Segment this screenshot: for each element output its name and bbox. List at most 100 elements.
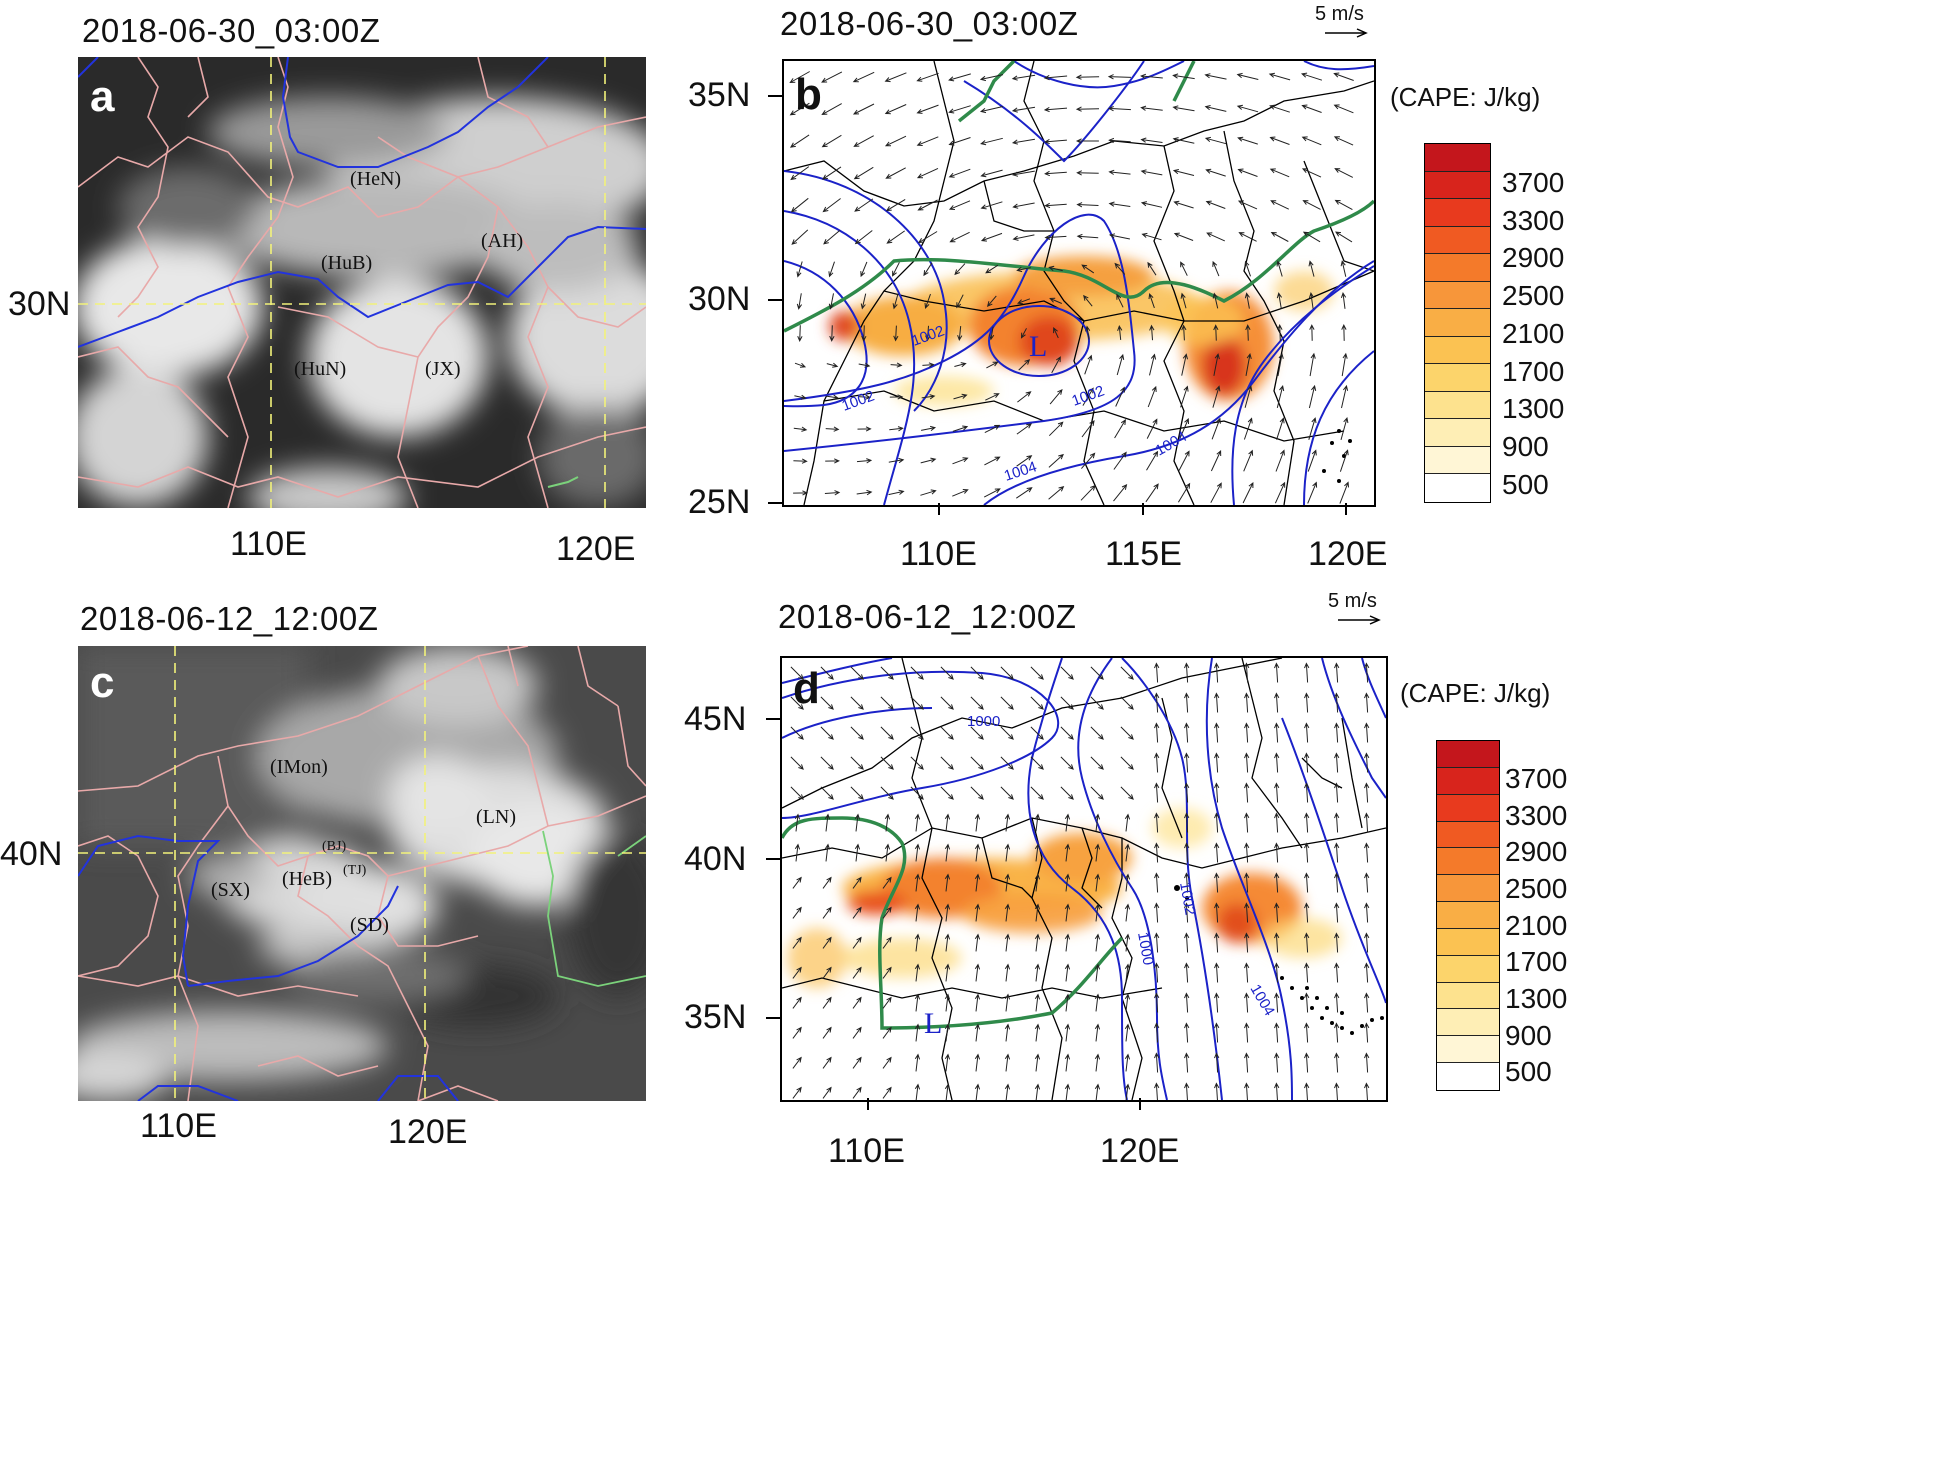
wind-vector bbox=[861, 325, 867, 342]
wind-vector bbox=[1309, 352, 1316, 377]
colorbar-segment bbox=[1437, 875, 1499, 903]
wind-vector bbox=[1075, 74, 1100, 80]
panel-b-lat-30n: 30N bbox=[688, 280, 751, 318]
wind-vector bbox=[1120, 786, 1134, 800]
wind-vector bbox=[860, 293, 867, 310]
wind-vector bbox=[884, 72, 907, 83]
wind-vector bbox=[1034, 1053, 1041, 1072]
wind-vector bbox=[853, 166, 874, 180]
wind-vector bbox=[884, 135, 907, 147]
wind-vector bbox=[1334, 782, 1340, 803]
wind-vector bbox=[1274, 812, 1280, 833]
wind-vector bbox=[1064, 993, 1071, 1012]
wind-vector bbox=[886, 230, 905, 244]
wind-vector bbox=[1237, 200, 1258, 210]
wind-vector bbox=[1276, 292, 1283, 309]
wind-vector bbox=[822, 936, 832, 949]
wind-vector bbox=[1184, 902, 1190, 923]
wind-vector bbox=[1244, 1082, 1250, 1100]
wind-vector bbox=[796, 261, 803, 278]
isobar-label-d-3: 1000 bbox=[1134, 931, 1157, 967]
wind-vector bbox=[1114, 418, 1127, 439]
wind-vector bbox=[1113, 451, 1127, 470]
wind-vector bbox=[792, 1086, 802, 1099]
wind-vector bbox=[970, 786, 984, 800]
wind-vector bbox=[917, 231, 938, 244]
wind-vector bbox=[1244, 385, 1253, 408]
wind-vector bbox=[1274, 962, 1280, 983]
wind-vector bbox=[920, 457, 937, 464]
wind-vector bbox=[1084, 354, 1093, 375]
panel-d-lon-120e: 120E bbox=[1100, 1132, 1180, 1170]
wind-vector bbox=[1180, 385, 1189, 408]
wind-vector bbox=[1274, 932, 1280, 953]
wind-vector bbox=[1334, 199, 1353, 211]
wind-vector bbox=[1237, 168, 1258, 177]
wind-vector bbox=[792, 1056, 802, 1069]
wind-vector bbox=[1053, 327, 1059, 339]
wind-vector bbox=[914, 1023, 921, 1042]
wind-vector bbox=[952, 425, 969, 432]
wind-vector bbox=[793, 426, 808, 432]
colorbar-b-label-2100: 2100 bbox=[1502, 318, 1565, 349]
wind-vector bbox=[1237, 136, 1258, 145]
wind-vector bbox=[1341, 323, 1347, 341]
wind-vector bbox=[925, 325, 931, 342]
wind-vector bbox=[884, 104, 907, 115]
wind-vector bbox=[852, 1086, 862, 1099]
wind-vectors-d bbox=[790, 662, 1370, 1100]
wind-vector bbox=[1244, 752, 1250, 773]
wind-vector bbox=[1364, 752, 1370, 773]
wind-vector bbox=[1335, 231, 1353, 243]
wind-vector bbox=[1154, 722, 1160, 743]
wrf-map-b-svg: 1002 1002 1002 1004 1004 L bbox=[784, 61, 1374, 505]
wind-vector bbox=[1177, 482, 1191, 503]
colorbar-segment bbox=[1437, 794, 1499, 822]
wind-vector bbox=[1094, 933, 1101, 952]
wind-vector bbox=[794, 394, 807, 400]
wind-vector bbox=[821, 103, 842, 115]
wind-vector bbox=[1154, 992, 1160, 1013]
wind-vectors-b bbox=[789, 71, 1354, 504]
wind-vector bbox=[1364, 1022, 1370, 1043]
province-label-hub: (HuB) bbox=[321, 252, 372, 274]
wind-vector bbox=[944, 843, 951, 862]
wind-vector bbox=[1048, 485, 1065, 500]
wrf-map-b: 1002 1002 1002 1004 1004 L bbox=[782, 59, 1376, 507]
panel-b-lon-115e: 115E bbox=[1105, 535, 1182, 573]
wind-vector bbox=[1172, 73, 1195, 80]
wind-vector bbox=[1140, 73, 1163, 80]
wind-vector bbox=[1304, 932, 1310, 953]
colorbar-segment bbox=[1425, 226, 1490, 255]
wind-vector bbox=[1304, 962, 1310, 983]
wind-vector bbox=[1004, 813, 1011, 832]
wind-vector bbox=[1108, 201, 1131, 207]
wind-vector bbox=[856, 489, 873, 496]
colorbar-segment bbox=[1425, 391, 1490, 420]
wind-vector bbox=[1304, 722, 1310, 743]
wind-vector bbox=[789, 102, 810, 116]
wind-vector bbox=[850, 786, 864, 800]
wind-vector bbox=[1244, 1052, 1250, 1073]
wind-vector bbox=[1364, 722, 1370, 743]
wind-vector bbox=[1120, 726, 1134, 740]
wind-vector bbox=[1012, 202, 1035, 209]
wind-vector bbox=[852, 71, 875, 83]
wind-vector bbox=[1364, 1052, 1370, 1073]
wind-vector bbox=[1214, 782, 1220, 803]
wind-vector bbox=[1242, 481, 1254, 504]
wind-vector bbox=[888, 489, 905, 496]
wind-vector bbox=[1140, 169, 1163, 176]
colorbar-segment bbox=[1425, 336, 1490, 365]
wind-vector bbox=[1140, 201, 1163, 208]
wind-vector bbox=[979, 74, 1004, 82]
wind-vector bbox=[1034, 993, 1041, 1012]
wind-vector bbox=[1154, 1022, 1160, 1043]
wind-vector bbox=[1340, 417, 1349, 441]
wind-vector bbox=[1034, 903, 1041, 922]
wind-vector bbox=[1274, 902, 1280, 923]
wind-vector bbox=[1184, 872, 1190, 893]
wind-vector bbox=[1012, 170, 1035, 177]
wind-vector bbox=[1334, 752, 1340, 773]
wind-vector bbox=[1245, 324, 1251, 341]
